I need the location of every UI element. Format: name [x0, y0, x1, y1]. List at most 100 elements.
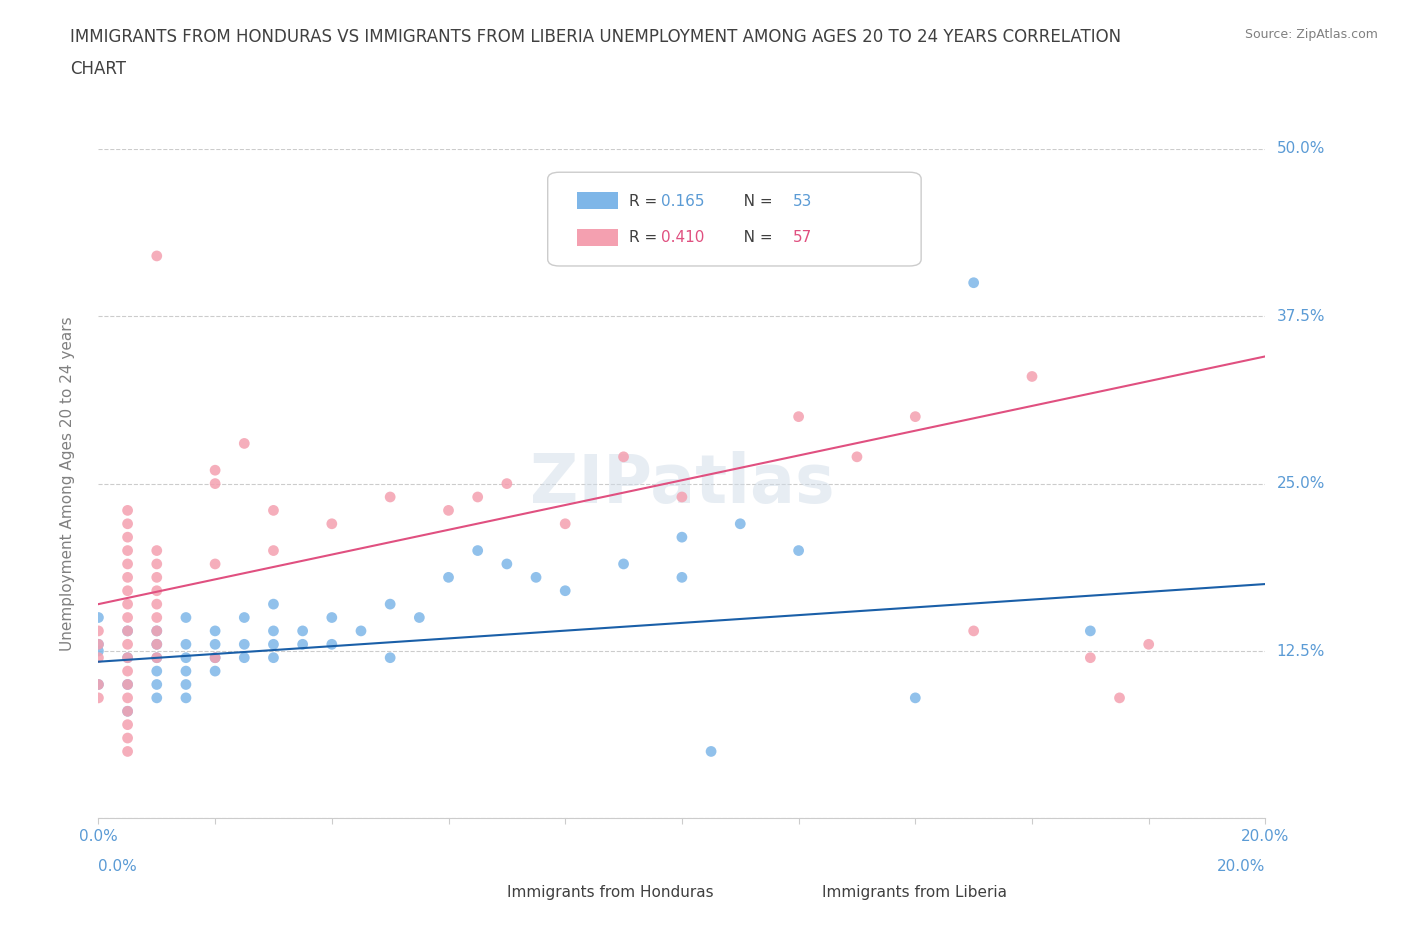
Point: [437, 503, 460, 518]
Point: [87, 637, 110, 652]
Point: [174, 664, 197, 679]
Point: [117, 623, 139, 638]
FancyBboxPatch shape: [454, 881, 495, 896]
Point: [204, 637, 226, 652]
Point: [204, 623, 226, 638]
Point: [146, 583, 169, 598]
Point: [1080, 650, 1102, 665]
Text: 37.5%: 37.5%: [1277, 309, 1324, 324]
Point: [204, 664, 226, 679]
Point: [146, 543, 169, 558]
Point: [174, 637, 197, 652]
Point: [117, 570, 139, 585]
Point: [204, 556, 226, 571]
Text: 20.0%: 20.0%: [1218, 858, 1265, 873]
Point: [174, 690, 197, 705]
Point: [146, 664, 169, 679]
Point: [117, 556, 139, 571]
Point: [117, 717, 139, 732]
Point: [233, 610, 256, 625]
Point: [262, 650, 284, 665]
Point: [962, 275, 984, 290]
Point: [787, 543, 810, 558]
FancyBboxPatch shape: [576, 229, 617, 246]
Text: 0.0%: 0.0%: [98, 858, 138, 873]
Point: [117, 610, 139, 625]
Point: [117, 664, 139, 679]
Point: [87, 644, 110, 658]
Point: [467, 489, 489, 504]
Point: [291, 623, 314, 638]
Point: [117, 731, 139, 746]
Point: [262, 637, 284, 652]
Point: [87, 637, 110, 652]
Text: 12.5%: 12.5%: [1277, 644, 1324, 658]
Text: IMMIGRANTS FROM HONDURAS VS IMMIGRANTS FROM LIBERIA UNEMPLOYMENT AMONG AGES 20 T: IMMIGRANTS FROM HONDURAS VS IMMIGRANTS F…: [70, 28, 1122, 46]
Point: [262, 597, 284, 612]
Text: ZIPatlas: ZIPatlas: [530, 451, 834, 516]
Point: [146, 623, 169, 638]
Point: [787, 409, 810, 424]
Point: [87, 610, 110, 625]
Point: [87, 690, 110, 705]
Point: [321, 637, 343, 652]
Point: [87, 677, 110, 692]
Point: [146, 556, 169, 571]
Text: 25.0%: 25.0%: [1277, 476, 1324, 491]
Point: [204, 650, 226, 665]
Point: [671, 489, 693, 504]
Point: [467, 543, 489, 558]
Point: [117, 677, 139, 692]
Point: [495, 476, 517, 491]
Point: [204, 463, 226, 478]
Text: R =: R =: [630, 231, 662, 246]
Point: [204, 476, 226, 491]
Point: [87, 677, 110, 692]
Point: [174, 650, 197, 665]
Point: [146, 610, 169, 625]
Point: [262, 503, 284, 518]
Text: N =: N =: [728, 193, 778, 208]
Point: [1108, 690, 1130, 705]
Text: Source: ZipAtlas.com: Source: ZipAtlas.com: [1244, 28, 1378, 41]
Point: [524, 570, 547, 585]
Point: [554, 583, 576, 598]
Point: [117, 530, 139, 545]
Point: [233, 637, 256, 652]
Point: [146, 650, 169, 665]
Point: [321, 610, 343, 625]
Point: [146, 623, 169, 638]
Point: [904, 690, 927, 705]
Point: [845, 449, 868, 464]
Point: [117, 503, 139, 518]
Y-axis label: Unemployment Among Ages 20 to 24 years: Unemployment Among Ages 20 to 24 years: [60, 316, 75, 651]
Point: [146, 690, 169, 705]
Text: 57: 57: [793, 231, 813, 246]
Point: [1080, 623, 1102, 638]
Point: [146, 597, 169, 612]
Point: [174, 677, 197, 692]
Text: Immigrants from Honduras: Immigrants from Honduras: [506, 885, 713, 900]
FancyBboxPatch shape: [576, 193, 617, 209]
Text: 0.165: 0.165: [661, 193, 704, 208]
Point: [728, 516, 751, 531]
Text: N =: N =: [728, 231, 778, 246]
Text: 50.0%: 50.0%: [1277, 141, 1324, 156]
Point: [117, 583, 139, 598]
Point: [1021, 369, 1043, 384]
Point: [117, 744, 139, 759]
Point: [87, 650, 110, 665]
Point: [204, 650, 226, 665]
Point: [146, 637, 169, 652]
Point: [671, 570, 693, 585]
Point: [378, 597, 402, 612]
Point: [700, 744, 723, 759]
Point: [262, 623, 284, 638]
Point: [87, 623, 110, 638]
Point: [962, 623, 984, 638]
Point: [117, 637, 139, 652]
Point: [350, 623, 373, 638]
Text: R =: R =: [630, 193, 662, 208]
Point: [408, 610, 430, 625]
Point: [671, 530, 693, 545]
